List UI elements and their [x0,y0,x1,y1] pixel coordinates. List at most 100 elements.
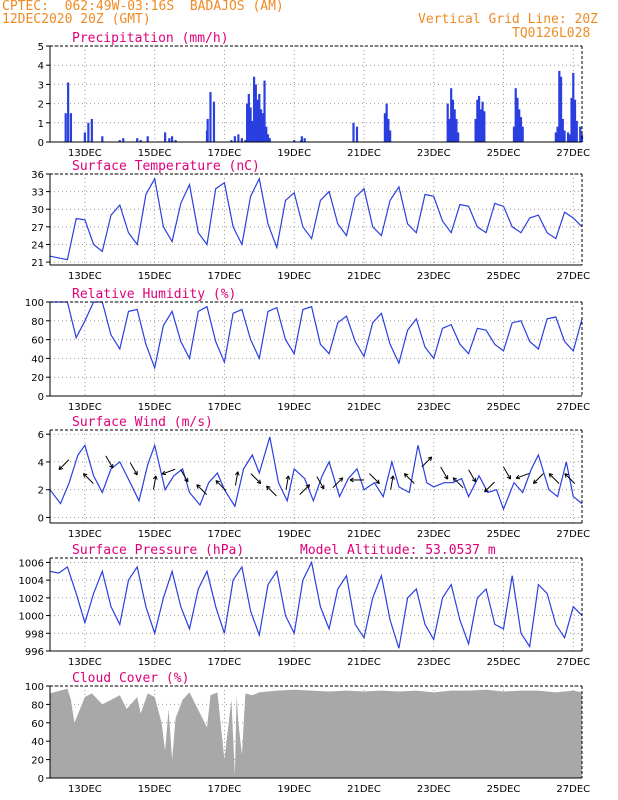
panel-title: Surface Pressure (hPa) [72,543,244,558]
precip-bar [514,88,517,142]
precip-bar [554,132,557,142]
precip-bar [237,134,240,142]
precip-bar [251,120,254,142]
y-tick-label: 6 [38,430,44,441]
wind-vector-head [533,481,538,485]
precip-bar [579,126,582,142]
x-tick-label: 21DEC [347,271,381,282]
precip-bar [233,136,236,142]
wind-vector-head [349,477,354,481]
wind-vector-shaft [83,473,94,484]
precip-bar [572,72,575,142]
precip-bar [64,113,67,142]
x-tick-label: 19DEC [277,148,311,159]
y-tick-label: 40 [31,354,44,365]
x-tick-label: 15DEC [138,148,172,159]
x-tick-label: 19DEC [277,529,311,540]
x-tick-label: 13DEC [68,657,102,668]
x-tick-label: 15DEC [138,271,172,282]
wind-vector-head [452,477,455,482]
wind-vector-head [155,475,158,480]
wind-vector-head [532,479,536,484]
wind-vector-head [453,477,458,480]
x-tick-label: 21DEC [347,784,381,795]
wind-vector-head [109,465,114,469]
precip-bar [174,140,177,142]
wind-vector-shaft [105,455,114,469]
precip-bar [474,118,477,142]
wind-vector-shaft [369,473,380,484]
precip-bar [209,92,212,142]
precip-bar [136,138,139,142]
precip-bar [450,88,453,142]
panel-title: Precipitation (mm/h) [72,31,229,46]
wind-vector-shaft [266,485,277,497]
wind-vector [215,480,227,491]
wind-vector [105,455,114,469]
y-tick-label: 40 [31,737,44,748]
wind-vector [369,473,380,485]
precip-bar [385,103,388,142]
wind-vector-head [256,481,261,485]
x-tick-label: 17DEC [208,784,242,795]
precip-bar [256,99,259,142]
precip-bar [561,118,564,142]
series-line [49,560,583,649]
wind-vector-head [377,479,380,484]
wind-vector-head [308,484,311,489]
x-tick-label: 13DEC [68,529,102,540]
wind-vector-shaft [332,477,344,489]
series-line [50,301,583,370]
wind-vector [503,466,511,480]
precip-bar [170,136,174,142]
y-tick-label: 0 [38,513,44,524]
precip-bar [261,113,264,142]
cloud-cover-area [50,688,582,778]
wind-vector [299,484,311,495]
precip-bar [558,70,561,142]
wind-vector-head [287,475,291,480]
precip-bar [519,117,523,142]
wind-vector-head [444,476,448,480]
x-tick-label: 25DEC [487,148,521,159]
precip-bar [146,136,149,142]
x-tick-label: 27DEC [556,784,590,795]
wind-vector-head [392,475,395,480]
precip-bar [518,109,521,142]
y-tick-label: 5 [38,42,44,53]
precip-bar [457,132,460,142]
wind-vector-head [161,473,167,476]
precip-bar [575,120,578,142]
x-tick-label: 17DEC [208,529,242,540]
precip-bar [573,99,577,142]
precip-bar [101,136,104,142]
wind-vector-shaft [564,473,576,484]
wind-vector-shaft [440,466,449,480]
x-tick-label: 23DEC [417,148,451,159]
wind-vector [161,468,176,476]
wind-vector-head [341,477,344,482]
precip-bar [247,94,250,142]
precip-bar [300,136,303,142]
x-tick-label: 13DEC [68,271,102,282]
panel-2: 13DEC 15DEC 17DEC 19DEC 21DEC 23DEC 25DEC 27DEC… [25,287,590,413]
precip-bar [118,140,121,142]
panel-3: 13DEC 15DEC 17DEC 19DEC 21DEC 23DEC 25DEC 27DEC… [38,415,591,540]
header-grid-line: Vertical Grid Line: 20Z [418,12,599,27]
wind-vector-shaft [180,469,189,483]
wind-vector-head [338,477,343,480]
x-tick-label: 21DEC [347,657,381,668]
wind-vector-head [427,456,432,459]
precip-bar [563,130,566,142]
wind-vector-shaft [503,466,511,480]
x-tick-label: 27DEC [556,402,590,413]
wind-vector-shaft [404,473,415,484]
wind-vector-head [82,473,86,478]
y-tick-label: 20 [31,756,44,767]
x-tick-label: 15DEC [138,657,172,668]
y-tick-label: 1004 [19,576,44,587]
precip-bar [481,101,484,142]
precip-bar [254,84,257,142]
precip-bar [293,140,296,142]
